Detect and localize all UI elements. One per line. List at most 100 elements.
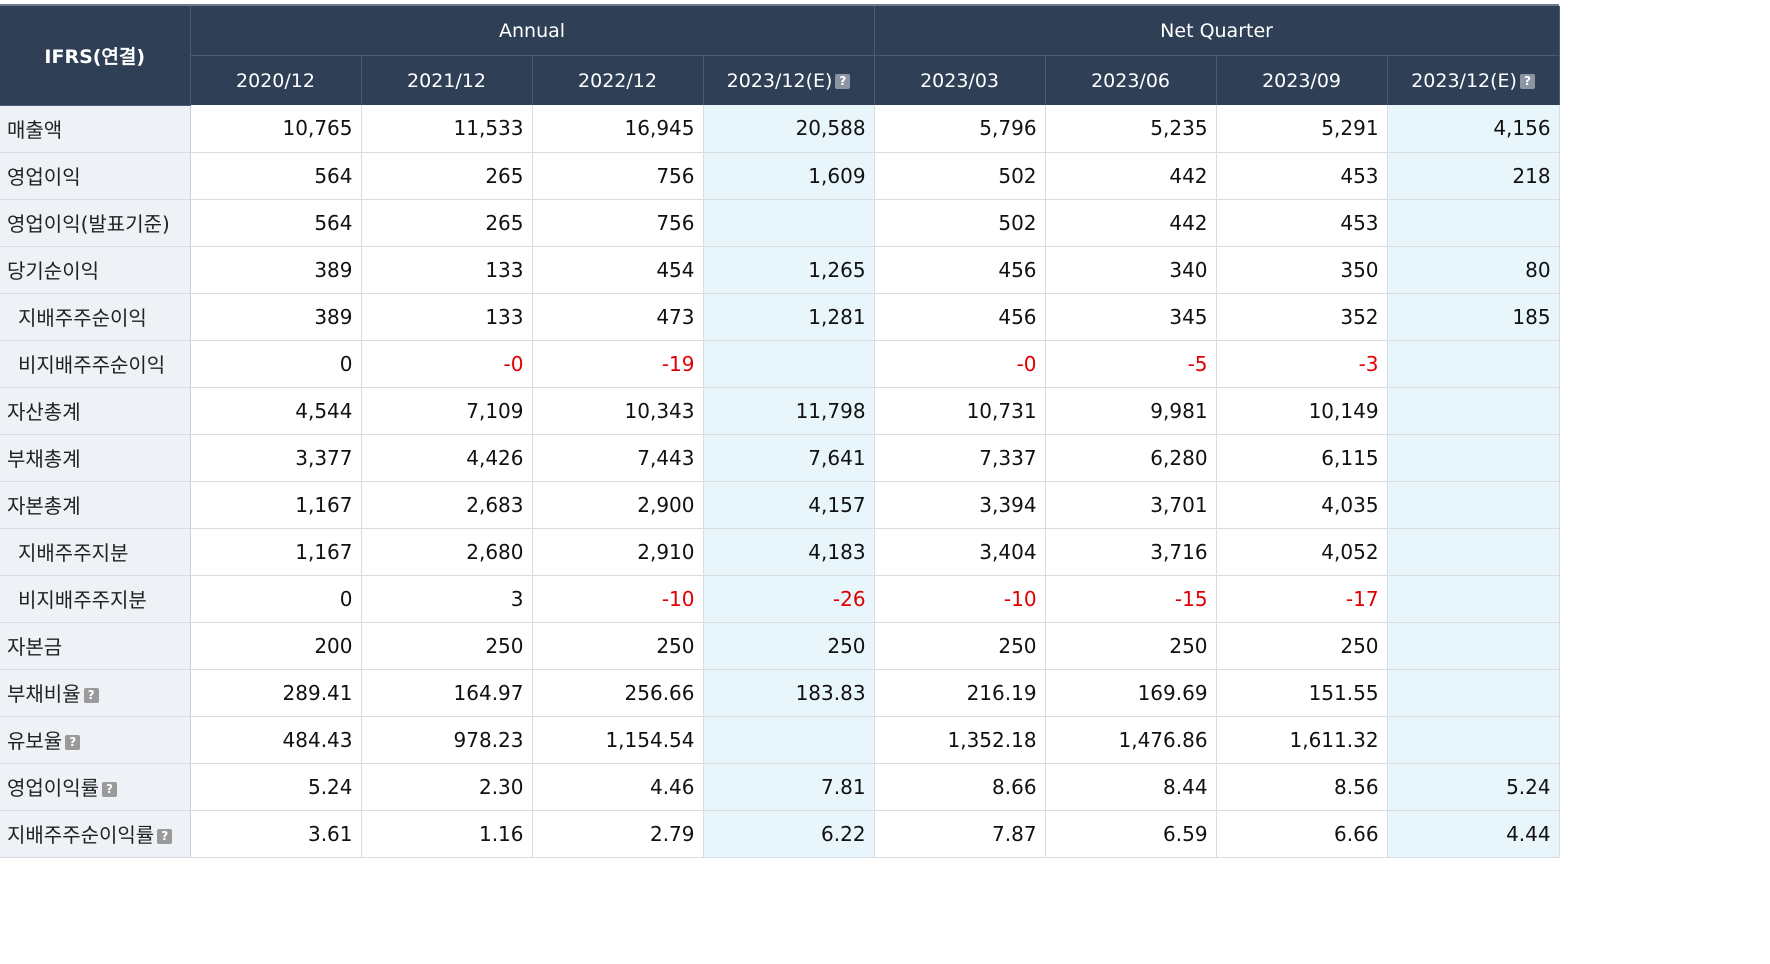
table-row: 영업이익률? 5.24 2.30 4.46 7.81 8.66 8.44 8.56 5.24 [0, 763, 1560, 811]
value-cell: 2.79 [532, 810, 704, 858]
estimate-value-cell: 4,183 [703, 528, 875, 576]
value-cell: 250 [874, 622, 1046, 670]
value-cell: 5,291 [1216, 105, 1388, 153]
row-label-cell: 부채총계 [0, 434, 191, 482]
row-label-cell: 지배주주순이익 [0, 293, 191, 341]
value-cell: 3,404 [874, 528, 1046, 576]
value-cell: 4,035 [1216, 481, 1388, 529]
value-cell: 442 [1045, 152, 1217, 200]
value-cell: 456 [874, 246, 1046, 294]
table-row: 영업이익(발표기준) 564 265 756 502 442 453 [0, 199, 1560, 247]
table-row: 유보율? 484.43 978.23 1,154.54 1,352.18 1,476.86… [0, 716, 1560, 764]
row-label: 비지배주주순이익 [18, 353, 166, 377]
value-cell: 473 [532, 293, 704, 341]
estimate-value-cell: 4,156 [1387, 105, 1560, 153]
value-cell: 350 [1216, 246, 1388, 294]
row-label: 유보율 [7, 729, 63, 753]
row-label-cell: 영업이익률? [0, 763, 191, 811]
help-icon[interactable]: ? [835, 73, 851, 89]
table-row: 비지배주주순이익 0 -0 -19 -0 -5 -3 [0, 340, 1560, 388]
estimate-value-cell [1387, 575, 1560, 623]
row-label-cell: 자본금 [0, 622, 191, 670]
value-cell: 978.23 [361, 716, 533, 764]
row-label: 부채비율 [7, 682, 81, 706]
value-cell: 11,533 [361, 105, 533, 153]
value-cell: 8.66 [874, 763, 1046, 811]
column-header: 2020/12 [190, 55, 362, 105]
value-cell: 4,052 [1216, 528, 1388, 576]
help-icon[interactable]: ? [157, 829, 173, 844]
value-cell: 4,426 [361, 434, 533, 482]
value-cell: 7,443 [532, 434, 704, 482]
value-cell: 2,910 [532, 528, 704, 576]
value-cell: 6.66 [1216, 810, 1388, 858]
value-cell: 2,680 [361, 528, 533, 576]
value-cell: -5 [1045, 340, 1217, 388]
value-cell: 200 [190, 622, 362, 670]
value-cell: 250 [1045, 622, 1217, 670]
value-cell: 454 [532, 246, 704, 294]
value-cell: 7.87 [874, 810, 1046, 858]
value-cell: 502 [874, 199, 1046, 247]
table-row: 부채비율? 289.41 164.97 256.66 183.83 216.19 169.6… [0, 669, 1560, 717]
estimate-value-cell [1387, 340, 1560, 388]
value-cell: 10,149 [1216, 387, 1388, 435]
value-cell: 5.24 [190, 763, 362, 811]
estimate-value-cell: 11,798 [703, 387, 875, 435]
row-label: 지배주주순이익 [18, 306, 147, 330]
value-cell: -0 [361, 340, 533, 388]
table-row: 자본금 200 250 250 250 250 250 250 [0, 622, 1560, 670]
column-header: 2023/03 [874, 55, 1046, 105]
estimate-value-cell: 80 [1387, 246, 1560, 294]
value-cell: 1,154.54 [532, 716, 704, 764]
estimate-value-cell: 1,265 [703, 246, 875, 294]
table-corner-header: IFRS(연결) [0, 6, 191, 106]
help-icon[interactable]: ? [102, 782, 117, 797]
help-icon[interactable]: ? [1519, 73, 1535, 89]
value-cell: 250 [532, 622, 704, 670]
value-cell: -17 [1216, 575, 1388, 623]
value-cell: -10 [532, 575, 704, 623]
column-header: 2023/09 [1216, 55, 1388, 105]
help-icon[interactable]: ? [83, 688, 99, 703]
value-cell: 2.30 [361, 763, 533, 811]
value-cell: 4,544 [190, 387, 362, 435]
column-header-label: 2023/12(E) [726, 69, 833, 92]
value-cell: 10,343 [532, 387, 704, 435]
value-cell: 169.69 [1045, 669, 1217, 717]
column-header-label: 2023/12(E) [1411, 69, 1517, 92]
estimate-value-cell [1387, 716, 1560, 764]
value-cell: 7,109 [361, 387, 533, 435]
help-icon[interactable]: ? [65, 735, 81, 750]
row-label: 영업이익 [7, 165, 81, 189]
value-cell: -19 [532, 340, 704, 388]
row-label: 지배주주지분 [18, 541, 129, 565]
value-cell: 16,945 [532, 105, 704, 153]
estimate-value-cell: 218 [1387, 152, 1560, 200]
value-cell: 345 [1045, 293, 1217, 341]
value-cell: -10 [874, 575, 1046, 623]
estimate-value-cell: 250 [703, 622, 875, 670]
table-row: 지배주주순이익률? 3.61 1.16 2.79 6.22 7.87 6.59 6.66 4.4… [0, 810, 1560, 858]
value-cell: -3 [1216, 340, 1388, 388]
row-label: 영업이익(발표기준) [7, 212, 170, 236]
value-cell: 8.44 [1045, 763, 1217, 811]
value-cell: 265 [361, 152, 533, 200]
value-cell: 164.97 [361, 669, 533, 717]
value-cell: 3,716 [1045, 528, 1217, 576]
estimate-value-cell [703, 716, 875, 764]
column-header: 2023/06 [1045, 55, 1217, 105]
row-label-cell: 유보율? [0, 716, 191, 764]
estimate-value-cell: 7.81 [703, 763, 875, 811]
value-cell: 265 [361, 199, 533, 247]
row-label-cell: 영업이익 [0, 152, 191, 200]
value-cell: 453 [1216, 152, 1388, 200]
value-cell: 10,765 [190, 105, 362, 153]
estimate-value-cell [703, 199, 875, 247]
value-cell: 1,352.18 [874, 716, 1046, 764]
estimate-value-cell: 1,281 [703, 293, 875, 341]
row-label-cell: 자본총계 [0, 481, 191, 529]
annual-group-header: Annual [190, 6, 875, 56]
estimate-value-cell: 183.83 [703, 669, 875, 717]
value-cell: 456 [874, 293, 1046, 341]
